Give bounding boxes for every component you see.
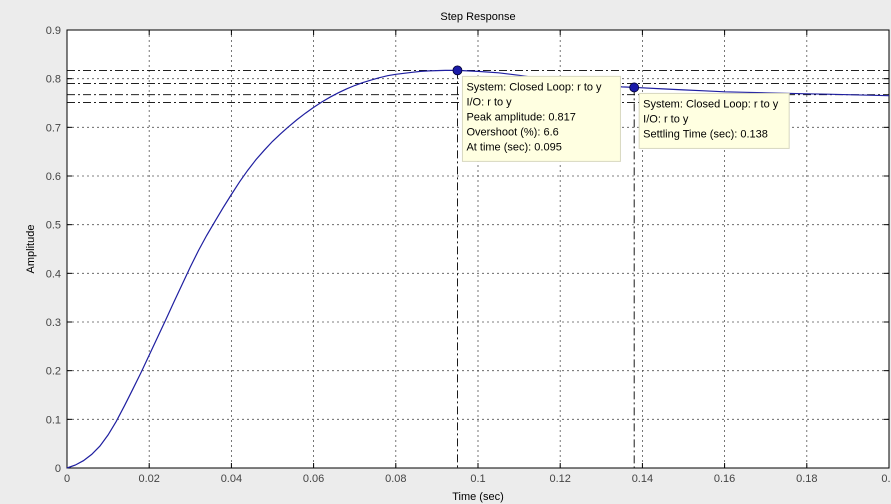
x-tick-label: 0.12 (549, 473, 570, 485)
x-tick-label: 0.2 (881, 473, 891, 485)
data-tip-line: I/O: r to y (643, 113, 689, 125)
y-tick-label: 0.1 (46, 414, 61, 426)
y-axis-label: Amplitude (25, 225, 37, 274)
x-tick-label: 0.04 (221, 473, 242, 485)
y-tick-label: 0.3 (46, 317, 61, 329)
data-tip-box (638, 92, 790, 149)
y-tick-label: 0.6 (46, 171, 61, 183)
data-markers (452, 65, 640, 468)
marker-point (452, 65, 463, 76)
x-tick-label: 0.14 (632, 473, 653, 485)
y-tick-label: 0.4 (46, 268, 61, 280)
data-tip-line: Overshoot (%): 6.6 (466, 126, 558, 138)
data-tip-line: I/O: r to y (466, 96, 512, 108)
data-tip-line: At time (sec): 0.095 (466, 141, 561, 153)
y-tick-label: 0.5 (46, 220, 61, 232)
x-tick-label: 0.1 (470, 473, 485, 485)
x-axis-label: Time (sec) (452, 491, 504, 503)
data-tip-line: Settling Time (sec): 0.138 (643, 128, 768, 140)
x-tick-label: 0.02 (138, 473, 159, 485)
y-tick-label: 0 (55, 463, 61, 475)
data-tip-box (461, 75, 621, 162)
axis-ticks: 0 0.02 0.04 0.06 0.08 0.1 0.12 0.14 0.16 0.18 0.2 0… (46, 25, 891, 485)
data-tip-line: System: Closed Loop: r to y (466, 81, 602, 93)
marker-point (629, 82, 640, 93)
x-tick-label: 0.08 (385, 473, 406, 485)
y-tick-label: 0.8 (46, 74, 61, 86)
y-tick-label: 0.9 (46, 25, 61, 37)
data-tip-line: System: Closed Loop: r to y (643, 98, 779, 110)
x-tick-label: 0.18 (796, 473, 817, 485)
x-tick-label: 0 (64, 473, 70, 485)
step-response-line (66, 69, 890, 469)
x-tick-label: 0.06 (303, 473, 324, 485)
y-tick-label: 0.2 (46, 366, 61, 378)
y-tick-label: 0.7 (46, 122, 61, 134)
chart-title: Step Response (440, 11, 515, 23)
data-tip-line: Peak amplitude: 0.817 (466, 111, 575, 123)
x-tick-label: 0.16 (714, 473, 735, 485)
data-tips: System: Closed Loop: r to y I/O: r to y Pe… (461, 75, 790, 162)
